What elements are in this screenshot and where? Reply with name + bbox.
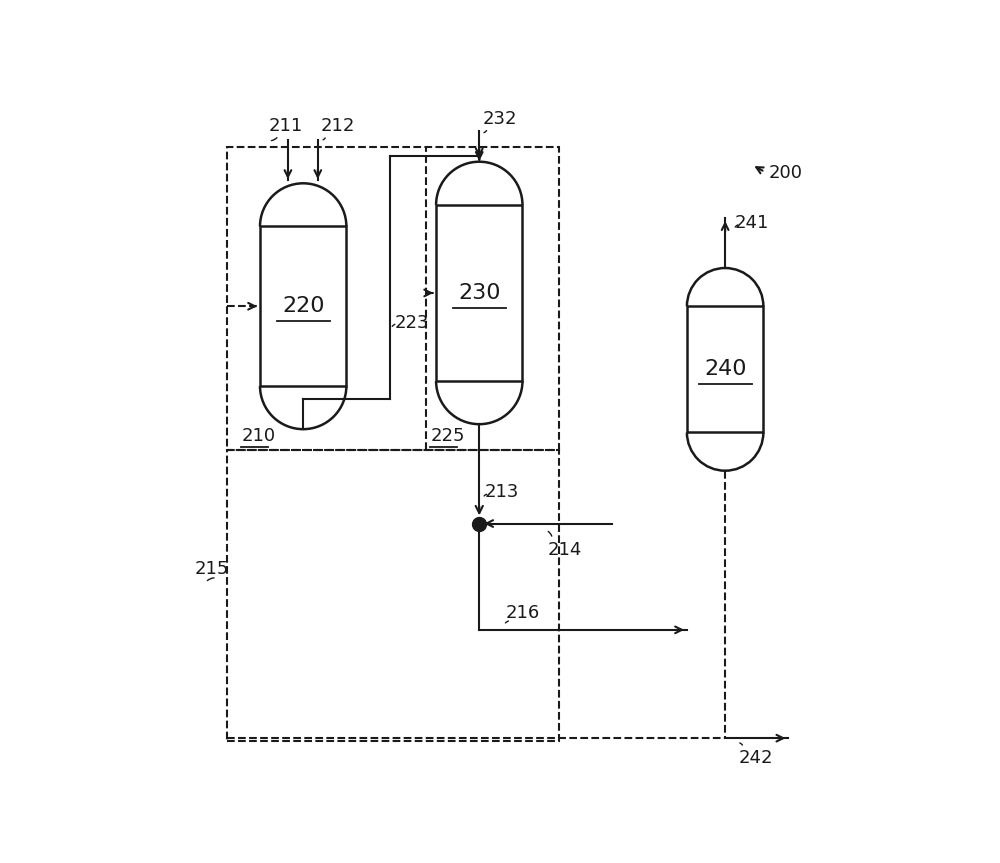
Bar <box>227 450 559 741</box>
Bar <box>227 147 559 450</box>
Text: 240: 240 <box>704 359 746 380</box>
Bar <box>260 226 346 386</box>
Text: 211: 211 <box>269 117 303 135</box>
Text: 223: 223 <box>394 314 429 332</box>
Text: 241: 241 <box>735 214 769 232</box>
Text: 215: 215 <box>195 560 229 577</box>
Text: 242: 242 <box>738 749 773 767</box>
Bar <box>436 205 522 381</box>
Text: 216: 216 <box>506 604 540 622</box>
Text: 230: 230 <box>458 283 501 303</box>
Text: 225: 225 <box>431 427 465 445</box>
Text: 200: 200 <box>768 164 802 182</box>
Bar <box>687 306 763 432</box>
Text: 210: 210 <box>241 427 276 445</box>
Text: 232: 232 <box>483 110 517 128</box>
Text: 213: 213 <box>485 483 519 501</box>
Text: 212: 212 <box>321 117 355 135</box>
Text: 214: 214 <box>548 541 582 559</box>
Text: 220: 220 <box>282 296 324 316</box>
